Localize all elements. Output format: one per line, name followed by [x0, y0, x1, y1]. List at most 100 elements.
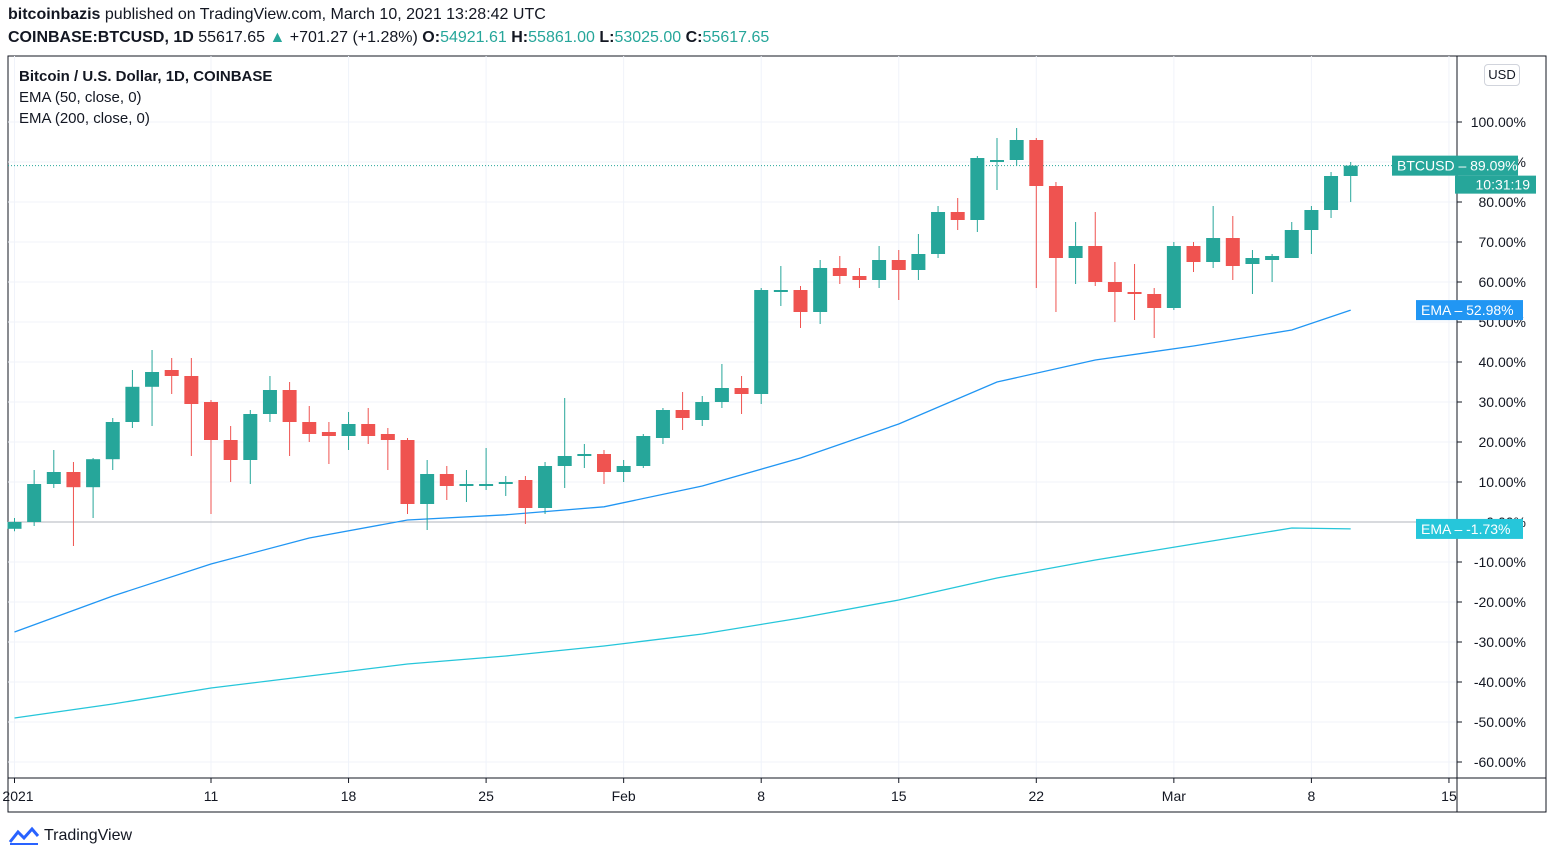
candle-body[interactable]	[1009, 140, 1024, 160]
candle-body[interactable]	[46, 472, 61, 484]
candle-body[interactable]	[832, 268, 847, 276]
candle-body[interactable]	[361, 424, 376, 436]
x-tick-label: Feb	[612, 788, 636, 804]
candle-body[interactable]	[597, 454, 611, 472]
candle-body[interactable]	[734, 388, 749, 394]
price-change: +701.27 (+1.28%)	[289, 29, 418, 46]
candle-body[interactable]	[538, 466, 553, 508]
candle-body[interactable]	[518, 480, 533, 508]
candle-body[interactable]	[636, 436, 651, 466]
candle-body[interactable]	[125, 386, 140, 422]
legend-ema50[interactable]: EMA (50, close, 0)	[19, 89, 142, 106]
candle-body[interactable]	[1029, 140, 1044, 186]
candle-body[interactable]	[282, 390, 297, 422]
candle-body[interactable]	[164, 370, 179, 376]
candle-body[interactable]	[950, 212, 965, 220]
ema50-tag-label: EMA – 52.98%	[1421, 302, 1514, 318]
candle-body[interactable]	[557, 456, 572, 466]
candle-body[interactable]	[813, 268, 828, 312]
candle-body[interactable]	[1225, 238, 1240, 266]
candle-body[interactable]	[7, 522, 22, 529]
candle-body[interactable]	[1284, 230, 1299, 258]
candle-body[interactable]	[498, 482, 513, 484]
candle-body[interactable]	[1068, 246, 1083, 258]
candle-body[interactable]	[695, 402, 710, 420]
candle-body[interactable]	[184, 376, 199, 404]
y-tick-label: 70.00%	[1479, 234, 1526, 250]
candle-body[interactable]	[1166, 246, 1181, 308]
candle-body[interactable]	[27, 484, 42, 522]
candle-body[interactable]	[891, 260, 906, 270]
candle-body[interactable]	[1147, 294, 1162, 308]
close-label: C:	[685, 29, 703, 46]
candle-body[interactable]	[420, 474, 435, 504]
x-tick-label: 25	[478, 788, 494, 804]
candle-body[interactable]	[321, 432, 336, 436]
candle-body[interactable]	[1265, 256, 1280, 260]
y-tick-label: 40.00%	[1479, 354, 1526, 370]
currency-button[interactable]: USD	[1484, 64, 1520, 86]
candle-body[interactable]	[459, 484, 474, 486]
tradingview-logo-icon	[8, 826, 40, 845]
candle-body[interactable]	[872, 260, 887, 280]
candle-body[interactable]	[1206, 238, 1221, 262]
legend-title[interactable]: Bitcoin / U.S. Dollar, 1D, COINBASE	[19, 68, 273, 85]
candle-body[interactable]	[990, 160, 1004, 162]
candle-body[interactable]	[773, 290, 788, 292]
y-tick-label: -20.00%	[1474, 594, 1526, 610]
candle-body[interactable]	[754, 290, 769, 394]
candle-body[interactable]	[1088, 246, 1103, 282]
x-tick-label: 18	[341, 788, 357, 804]
candle-body[interactable]	[1324, 176, 1339, 210]
ema200-line[interactable]	[14, 527, 1351, 719]
candle-body[interactable]	[616, 466, 631, 472]
candle-body[interactable]	[380, 434, 395, 440]
candle-body[interactable]	[262, 390, 277, 414]
candle-body[interactable]	[400, 440, 415, 504]
candle-body[interactable]	[1304, 210, 1319, 230]
candle-body[interactable]	[1186, 246, 1201, 262]
symbol-label: COINBASE:BTCUSD, 1D	[8, 29, 194, 46]
candle-body[interactable]	[970, 158, 985, 220]
candle-body[interactable]	[675, 410, 690, 418]
candle-body[interactable]	[911, 254, 926, 270]
close-value: 55617.65	[702, 29, 770, 46]
candle-body[interactable]	[655, 410, 670, 438]
candle-body[interactable]	[439, 474, 454, 486]
footer-brand[interactable]: TradingView	[8, 826, 132, 846]
candle-body[interactable]	[714, 388, 729, 402]
low-value: 53025.00	[614, 29, 682, 46]
candle-body[interactable]	[1245, 258, 1260, 264]
candle-body[interactable]	[1127, 292, 1142, 294]
candle-body[interactable]	[1048, 186, 1063, 258]
brand-name: TradingView	[44, 827, 133, 844]
y-tick-label: -60.00%	[1474, 754, 1526, 770]
y-tick-label: 60.00%	[1479, 274, 1526, 290]
candle-body[interactable]	[145, 372, 160, 387]
chart-frame	[7, 55, 1547, 813]
candle-body[interactable]	[66, 472, 81, 488]
candle-body[interactable]	[341, 424, 356, 436]
candle-body[interactable]	[852, 276, 867, 280]
y-tick-label: 20.00%	[1479, 434, 1526, 450]
candle-body[interactable]	[577, 454, 592, 456]
candle-body[interactable]	[204, 402, 218, 440]
candle-body[interactable]	[105, 422, 120, 460]
candle-body[interactable]	[931, 212, 946, 254]
candle-body[interactable]	[86, 459, 101, 488]
candle-body[interactable]	[479, 484, 494, 486]
x-tick-label: 8	[757, 788, 765, 804]
candle-body[interactable]	[1343, 165, 1358, 176]
publisher-name[interactable]: bitcoinbazis	[8, 6, 101, 23]
candle-body[interactable]	[302, 422, 317, 434]
candle-body[interactable]	[793, 290, 808, 312]
legend-ema200[interactable]: EMA (200, close, 0)	[19, 110, 150, 127]
last-price-tag-bg	[1392, 155, 1518, 176]
ema200-tag-bg	[1416, 518, 1523, 539]
candle-body[interactable]	[223, 440, 238, 460]
x-tick-label: 8	[1308, 788, 1316, 804]
ema50-line[interactable]	[14, 309, 1351, 633]
candle-body[interactable]	[243, 414, 258, 460]
candle-body[interactable]	[1107, 282, 1122, 292]
